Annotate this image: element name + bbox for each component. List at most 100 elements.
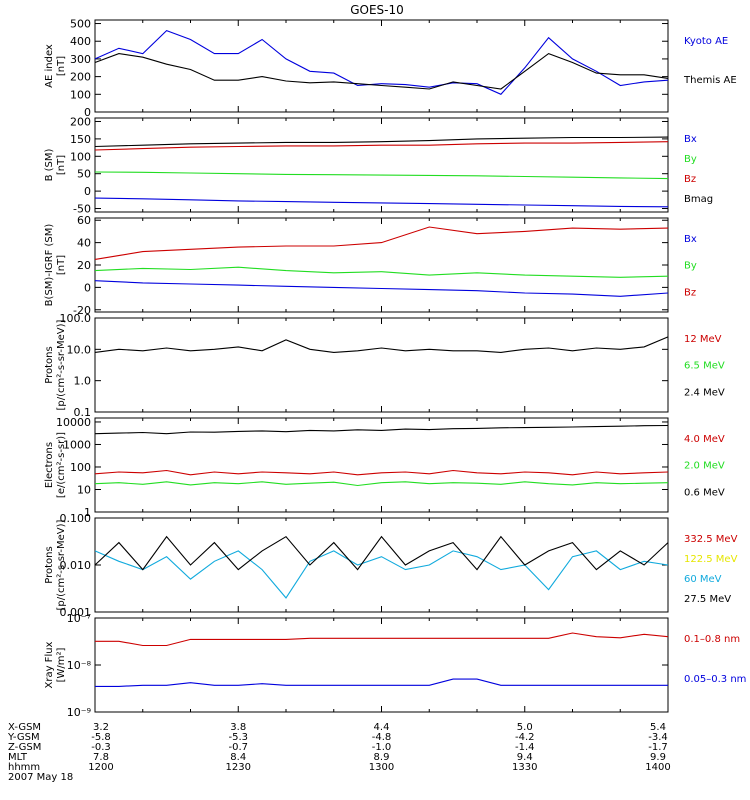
y-axis-label: AE index xyxy=(44,44,55,88)
footer-value: 1300 xyxy=(369,762,394,773)
footer-value: -4.2 xyxy=(515,732,535,743)
legend-entry: 60 MeV xyxy=(684,574,722,585)
footer-value: 8.4 xyxy=(230,752,246,763)
legend-entry: 4.0 MeV xyxy=(684,434,725,445)
y-axis-label: [nT] xyxy=(56,56,67,76)
y-tick-label: 1.0 xyxy=(74,375,92,388)
y-axis-label: [nT] xyxy=(56,155,67,175)
panel-frame xyxy=(94,517,669,613)
y-axis-label: Xray Flux xyxy=(44,641,55,688)
y-tick-label: 10000 xyxy=(56,416,91,429)
y-axis-label: B (SM) xyxy=(44,148,55,181)
y-tick-label: -20 xyxy=(73,304,91,317)
y-tick-label: 200 xyxy=(70,115,91,128)
panel-frame xyxy=(94,417,669,513)
legend-entry: Bmag xyxy=(684,194,713,205)
y-axis-label: [p/(cm²-s-sr-MeV)] xyxy=(56,319,67,410)
series-line-2 xyxy=(94,336,669,353)
footer-row-label: MLT xyxy=(8,752,28,763)
footer-value: -4.8 xyxy=(372,732,392,743)
footer-value: 9.9 xyxy=(650,752,666,763)
y-axis-label: [p/(cm²-s-sr-MeV)] xyxy=(56,519,67,610)
y-tick-label: 500 xyxy=(70,18,91,31)
y-axis-label: [nT] xyxy=(56,255,67,275)
footer-value: -0.3 xyxy=(91,742,111,753)
series-line-0 xyxy=(94,197,669,208)
footer-value: 7.8 xyxy=(93,752,109,763)
panel-1: -50 0 50 100 150 200 B (SM) [nT] Bx By Bz Bmag xyxy=(44,115,713,215)
y-tick-label: 0 xyxy=(84,106,91,119)
series-line-2 xyxy=(94,424,669,435)
panel-0: 0 100 200 300 400 500 AE index [nT] Kyoto AE Them… xyxy=(44,18,737,119)
legend-entry: 2.4 MeV xyxy=(684,387,725,398)
y-tick-label: 20 xyxy=(77,259,91,272)
footer-row-label: 2007 May 18 xyxy=(8,772,73,783)
series-line-2 xyxy=(94,226,669,260)
footer-row-label: hhmm xyxy=(8,762,40,773)
y-tick-label: 400 xyxy=(70,35,91,48)
y-tick-label: 1 xyxy=(84,506,91,519)
footer-row-label: Z-GSM xyxy=(8,742,41,753)
footer-value: -5.3 xyxy=(228,732,248,743)
series-line-1 xyxy=(94,266,669,278)
footer-value: 4.4 xyxy=(374,722,390,733)
y-axis-label: Protons xyxy=(44,546,55,583)
series-line-3 xyxy=(94,136,669,148)
panel-frame xyxy=(94,117,669,213)
y-tick-label: 10⁻⁷ xyxy=(67,612,91,625)
footer-value: -0.7 xyxy=(228,742,248,753)
series-line-2 xyxy=(94,141,669,151)
footer-value: 8.9 xyxy=(374,752,390,763)
panel-frame xyxy=(94,617,669,713)
series-line-0 xyxy=(95,632,669,647)
legend-entry: By xyxy=(684,261,697,272)
chart-title: GOES-10 xyxy=(350,3,404,17)
footer-value: 3.2 xyxy=(93,722,109,733)
legend-entry: 0.05–0.3 nm xyxy=(684,674,746,685)
legend-entry: 27.5 MeV xyxy=(684,594,731,605)
footer-value: 1230 xyxy=(226,762,251,773)
y-tick-label: 10⁻⁹ xyxy=(67,706,91,719)
panel-6: 10⁻⁹ 10⁻⁸ 10⁻⁷ Xray Flux [W/m²] 0.1–0.8 nm 0.0… xyxy=(44,612,746,719)
footer-value: -1.4 xyxy=(515,742,535,753)
y-axis-label: [e/(cm²-s-sr)] xyxy=(56,432,67,498)
footer-value: 5.4 xyxy=(650,722,666,733)
legend-entry: 0.1–0.8 nm xyxy=(684,634,740,645)
y-tick-label: 60 xyxy=(77,214,91,227)
y-axis-label: [W/m²] xyxy=(56,647,67,682)
y-tick-label: 0 xyxy=(84,281,91,294)
legend-entry: By xyxy=(684,154,697,165)
legend-entry: 6.5 MeV xyxy=(684,361,725,372)
panel-2: -20 0 20 40 60 B(SM)-IGRF (SM) [nT] Bx By Bz xyxy=(44,214,697,317)
legend-entry: 12 MeV xyxy=(684,334,722,345)
legend-entry: 2.0 MeV xyxy=(684,461,725,472)
series-line-0 xyxy=(94,280,669,297)
panel-4: 1 10 100 1000 10000 Electrons [e/(cm²-s-sr)] 4.… xyxy=(44,416,725,519)
y-tick-label: 10.0 xyxy=(67,343,92,356)
footer-row-label: Y-GSM xyxy=(7,732,40,743)
y-tick-label: 0.010 xyxy=(60,559,92,572)
panel-frame xyxy=(94,19,669,113)
legend-entry: 0.6 MeV xyxy=(684,487,725,498)
series-line-0 xyxy=(94,469,669,476)
panel-3: 0.1 1.0 10.0 100.0 Protons [p/(cm²-s-sr-MeV)]… xyxy=(44,312,725,419)
footer-row-label: X-GSM xyxy=(8,722,41,733)
footer-value: 1200 xyxy=(88,762,113,773)
y-axis-label: Electrons xyxy=(44,442,55,488)
y-tick-label: 100 xyxy=(70,150,91,163)
legend-entry: Kyoto AE xyxy=(684,36,728,47)
series-line-2 xyxy=(94,550,669,599)
footer-value: -1.0 xyxy=(372,742,392,753)
footer-value: 1330 xyxy=(512,762,537,773)
footer-value: -3.4 xyxy=(648,732,668,743)
series-line-1 xyxy=(94,171,669,180)
y-tick-label: 200 xyxy=(70,71,91,84)
legend-entry: Bz xyxy=(684,287,696,298)
y-tick-label: 100.0 xyxy=(60,312,92,325)
footer-value: 5.0 xyxy=(517,722,533,733)
y-tick-label: 1000 xyxy=(63,438,91,451)
panel-frame xyxy=(94,217,669,313)
y-tick-label: -50 xyxy=(73,203,91,216)
